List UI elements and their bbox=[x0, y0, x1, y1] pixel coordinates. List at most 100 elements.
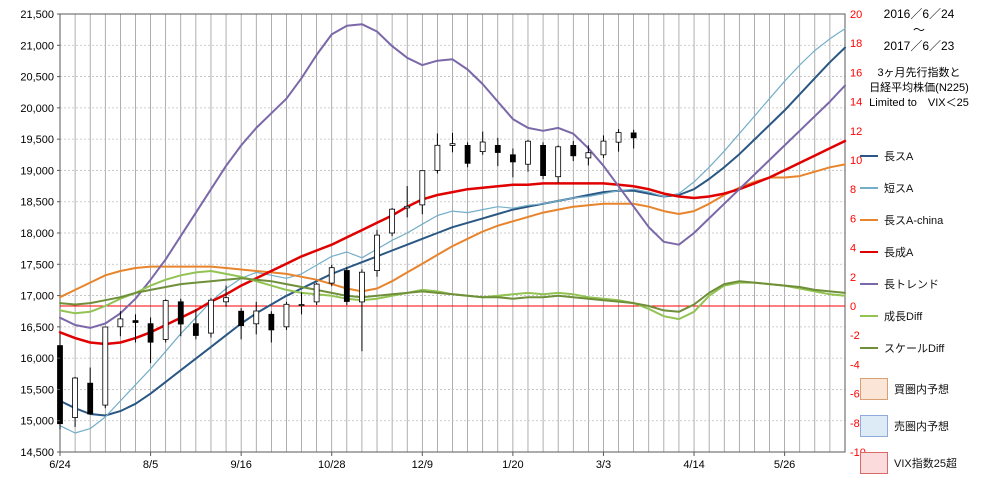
candle-body bbox=[132, 320, 139, 323]
x-axis-label: 10/28 bbox=[318, 459, 346, 471]
legend-item-label: 売圏内予想 bbox=[894, 420, 949, 433]
legend-line-swatch bbox=[860, 155, 878, 157]
candle-body bbox=[374, 234, 380, 272]
series-長スA bbox=[59, 46, 846, 417]
candle-body bbox=[525, 140, 531, 165]
candle-body bbox=[87, 382, 94, 415]
chart-subtitle: 3ヶ月先行指数と 日経平均株価(N225) Limited to VIX＜25 bbox=[856, 66, 982, 111]
candle-body bbox=[57, 345, 63, 425]
right-axis-label: 16 bbox=[850, 67, 862, 79]
candle-body bbox=[359, 271, 365, 303]
candle-body bbox=[570, 144, 577, 157]
right-axis-label: 4 bbox=[850, 243, 856, 255]
right-axis-label: -8 bbox=[850, 418, 860, 430]
left-axis-label: 21,500 bbox=[20, 9, 54, 21]
candle-body bbox=[494, 144, 501, 153]
legend-line-swatch bbox=[860, 251, 878, 253]
right-axis-label: 6 bbox=[850, 213, 856, 225]
legend-item-label: スケールDiff bbox=[884, 343, 945, 355]
series-短スA bbox=[59, 28, 846, 434]
left-axis-label: 16,000 bbox=[20, 353, 54, 365]
right-axis-label: 2 bbox=[850, 272, 856, 284]
chart-period: 2016／6／24 ～ 2017／6／23 bbox=[856, 6, 982, 54]
left-axis-label: 20,500 bbox=[20, 72, 54, 84]
side-panel: 2016／6／24 ～ 2017／6／23 3ヶ月先行指数と 日経平均株価(N2… bbox=[856, 0, 982, 481]
legend-item-短スA: 短スA bbox=[860, 172, 982, 204]
right-axis-label: 8 bbox=[850, 184, 856, 196]
x-axis-label: 9/16 bbox=[230, 459, 251, 471]
x-axis-label: 1/20 bbox=[502, 459, 523, 471]
right-axis-label: 20 bbox=[850, 9, 862, 21]
axis-labels: 14,500 15,000 15,500 16,000 16,500 17,000 17,5… bbox=[20, 9, 866, 471]
left-axis-label: 21,000 bbox=[20, 40, 54, 52]
legend-item-買圏内予想: 買圏内予想 bbox=[860, 370, 982, 407]
right-axis-label: 10 bbox=[850, 155, 862, 167]
legend-line-swatch bbox=[860, 219, 878, 221]
legend-box-swatch bbox=[860, 377, 888, 400]
candle-body bbox=[449, 143, 456, 146]
candle-body bbox=[404, 205, 411, 209]
series-スケールDiff bbox=[59, 277, 846, 313]
candle-body bbox=[192, 323, 199, 336]
legend-item-スケールDiff: スケールDiff bbox=[860, 332, 982, 364]
legend-item-売圏内予想: 売圏内予想 bbox=[860, 407, 982, 444]
left-axis-label: 17,000 bbox=[20, 291, 54, 303]
candle-body bbox=[238, 310, 245, 327]
left-axis-label: 19,500 bbox=[20, 134, 54, 146]
legend-item-label: 長成A bbox=[884, 247, 914, 259]
legend-item-label: 長スA bbox=[884, 151, 914, 163]
legend-item-label: 成長Diff bbox=[884, 311, 923, 323]
x-axis-label: 8/5 bbox=[143, 459, 158, 471]
candle-body bbox=[102, 326, 109, 406]
left-axis-label: 18,000 bbox=[20, 228, 54, 240]
left-axis-label: 17,500 bbox=[20, 259, 54, 271]
candle-body bbox=[479, 141, 486, 153]
left-axis-label: 15,000 bbox=[20, 416, 54, 428]
legend-item-label: VIX指数25超 bbox=[894, 457, 957, 470]
x-axis-label: 5/26 bbox=[774, 459, 795, 471]
right-axis-label: -6 bbox=[850, 389, 860, 401]
subtitle-line2: 日経平均株価(N225) bbox=[869, 82, 969, 94]
candle-body bbox=[283, 303, 290, 328]
candle-body bbox=[585, 152, 592, 159]
legend-item-label: 長スA-china bbox=[884, 215, 944, 227]
left-axis-label: 18,500 bbox=[20, 197, 54, 209]
candle-body bbox=[313, 283, 320, 303]
legend-line-swatch bbox=[860, 347, 878, 349]
left-axis-label: 20,000 bbox=[20, 103, 54, 115]
right-axis-label: 14 bbox=[850, 97, 862, 109]
legend-item-VIX指数25超: VIX指数25超 bbox=[860, 444, 982, 481]
x-axis-label: 12/9 bbox=[412, 459, 433, 471]
legend-box-swatch bbox=[860, 414, 888, 437]
candle-body bbox=[117, 318, 124, 328]
legend-line-swatch bbox=[860, 283, 878, 285]
candle-body bbox=[162, 300, 169, 340]
legend-boxes: 買圏内予想売圏内予想 VIX指数25超 bbox=[860, 370, 982, 481]
legend-item-label: 長トレンド bbox=[884, 279, 939, 291]
legend-item-label: 買圏内予想 bbox=[894, 383, 949, 396]
left-axis-label: 15,500 bbox=[20, 384, 54, 396]
candle-body bbox=[177, 301, 184, 325]
left-axis-label: 14,500 bbox=[20, 447, 54, 459]
legend-item-成長Diff: 成長Diff bbox=[860, 300, 982, 332]
x-axis-label: 6/24 bbox=[49, 459, 70, 471]
candle-body bbox=[298, 304, 305, 307]
legend-lines: 長スA 短スA 長スA-china 長成A 長トレンド成長Diff スケールDiff bbox=[860, 140, 982, 364]
candle-body bbox=[223, 297, 229, 303]
series-長成A bbox=[58, 139, 847, 346]
legend-item-長成A: 長成A bbox=[860, 236, 982, 268]
candle-body bbox=[419, 170, 426, 206]
candle-body bbox=[600, 140, 607, 156]
candle-body bbox=[615, 132, 622, 143]
gridlines bbox=[59, 13, 846, 453]
candle-body bbox=[253, 310, 260, 325]
candlesticks bbox=[57, 129, 637, 430]
candle-body bbox=[464, 144, 471, 164]
candle-body bbox=[343, 270, 350, 302]
left-axis-label: 16,500 bbox=[20, 322, 54, 334]
candle-body bbox=[328, 267, 335, 284]
period-start: 2016／6／24 bbox=[883, 7, 955, 21]
legend-item-長スA-china: 長スA-china bbox=[860, 204, 982, 236]
